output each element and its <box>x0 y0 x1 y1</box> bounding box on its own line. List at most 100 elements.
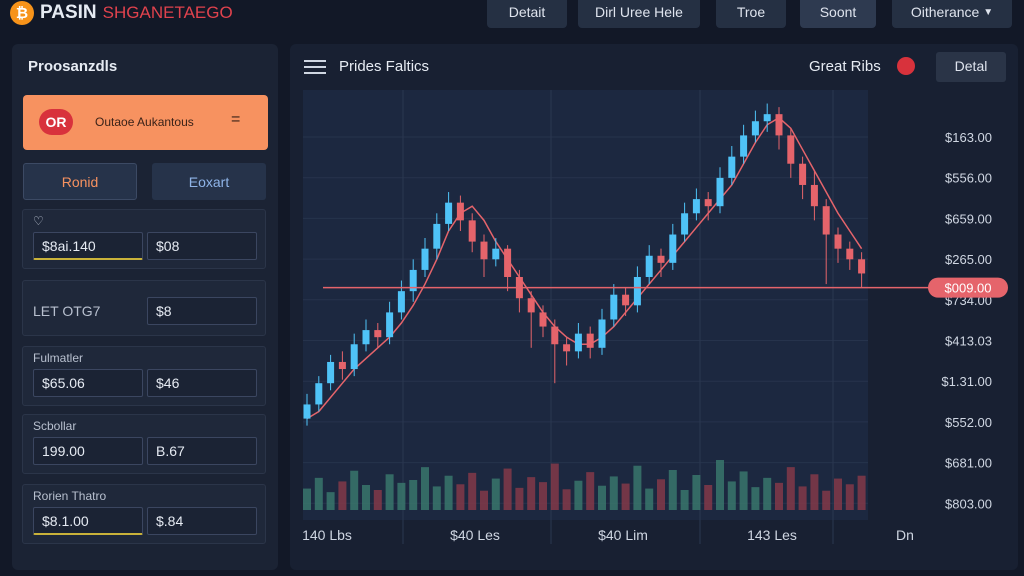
candle-body <box>763 114 771 122</box>
nav-button[interactable]: Soont <box>800 0 876 28</box>
promo-menu[interactable]: = <box>231 111 241 128</box>
candle-body <box>327 361 335 384</box>
candle-body <box>445 202 453 224</box>
y-axis-label: $659.00 <box>945 211 992 226</box>
candle-body <box>669 234 677 263</box>
input-field[interactable]: $65.06 <box>33 369 143 397</box>
plot-area <box>303 90 868 520</box>
candle-body <box>551 326 559 345</box>
section: Scbollar 199.00 B.67 <box>22 414 266 474</box>
volume-bar <box>468 472 477 510</box>
volume-bar <box>668 470 677 510</box>
brand-name: PASIN <box>40 2 97 23</box>
tab[interactable]: Eoxart <box>152 163 266 200</box>
nav-button[interactable]: Detait <box>487 0 567 28</box>
input-field[interactable]: $8.1.00 <box>33 507 143 535</box>
moving-average <box>306 116 863 420</box>
volume-bar <box>680 490 689 510</box>
volume-bar <box>845 484 854 510</box>
y-axis-label: $556.00 <box>945 171 992 186</box>
volume-bar <box>562 489 571 510</box>
brand: ₿ PASIN SHGANETAEGO <box>10 0 233 26</box>
volume-bar <box>574 480 583 510</box>
volume-bar <box>716 460 724 510</box>
candle-body <box>834 234 842 249</box>
candle-body <box>303 404 311 419</box>
volume-bar <box>432 486 441 510</box>
volume-bar <box>586 472 595 510</box>
candle-body <box>622 294 630 306</box>
section-label: LET OTG7 <box>33 303 101 319</box>
detail-button[interactable] <box>936 52 1006 82</box>
volume-bar <box>704 485 713 510</box>
y-axis-label: $1.31.00 <box>941 374 992 389</box>
candle-body <box>740 135 748 157</box>
nav-button[interactable]: Troe <box>716 0 786 28</box>
panel-title: Prides Faltics <box>339 58 429 75</box>
input-field[interactable]: $8ai.140 <box>33 232 143 260</box>
volume-bar <box>491 478 500 510</box>
volume-bar <box>421 467 429 510</box>
candle-body <box>468 220 476 242</box>
volume-bar <box>692 475 701 510</box>
input-field[interactable]: $46 <box>147 369 257 397</box>
volume-bar <box>727 481 736 510</box>
volume-bar <box>657 479 665 510</box>
input-field[interactable]: 199.00 <box>33 437 143 465</box>
candle-body <box>374 330 382 338</box>
y-axis-label: $413.03 <box>945 334 992 349</box>
nav-button[interactable]: Dirl Uree Hele <box>578 0 700 28</box>
candle-body <box>716 177 724 207</box>
volume-bar <box>539 482 547 510</box>
candle-body <box>822 206 830 235</box>
volume-bar <box>598 485 606 510</box>
y-axis-label: $552.00 <box>945 415 992 430</box>
candle-body <box>645 255 653 277</box>
volume-bar <box>397 482 406 510</box>
volume-bar <box>763 477 772 510</box>
sidebar: Proosanzdls OR Outaoe Aukantous = Ronid … <box>12 44 278 570</box>
candle-body <box>397 291 405 313</box>
caret: ▼ <box>983 6 994 18</box>
promo-badge: OR <box>39 109 73 135</box>
candle-body <box>692 199 700 214</box>
candle-body <box>386 312 394 338</box>
candle-body <box>563 344 571 352</box>
candle-body <box>787 135 795 164</box>
y-axis-label: $803.00 <box>945 496 992 511</box>
candle-body <box>846 248 854 260</box>
candle-body <box>728 156 736 178</box>
candle-body <box>751 121 759 136</box>
x-axis-label: $40 Les <box>450 527 500 543</box>
volume-bar <box>385 474 394 510</box>
volume-bar <box>444 475 453 510</box>
volume-bar <box>739 471 748 510</box>
candle-body <box>527 298 535 313</box>
promo-text: Outaoe Aukantous <box>95 115 194 129</box>
input-field[interactable]: $8 <box>147 297 257 325</box>
input-field[interactable]: B.67 <box>147 437 257 465</box>
nav-dropdown[interactable]: Oitherance ▼ <box>892 0 1012 28</box>
input-field[interactable]: $.84 <box>147 507 257 535</box>
menu-icon[interactable] <box>304 60 326 74</box>
candle-body <box>421 248 429 270</box>
detail-label: Detal <box>955 58 988 74</box>
x-axis-label: Dn <box>896 527 914 543</box>
volume-bar <box>362 485 370 510</box>
logo: ₿ <box>10 1 34 25</box>
section-label: Scbollar <box>33 419 77 433</box>
tab-active[interactable]: Ronid <box>23 163 137 200</box>
x-axis-label: 143 Les <box>747 527 797 543</box>
volume-bar <box>645 488 654 510</box>
input-field[interactable]: $08 <box>147 232 257 260</box>
volume-bar <box>834 478 842 510</box>
volume-bar <box>810 474 819 510</box>
volume-bar <box>314 477 323 510</box>
section: Fulmatler $65.06 $46 <box>22 346 266 406</box>
volume-bar <box>326 492 335 510</box>
volume-bar <box>550 463 559 510</box>
volume-bar <box>527 477 536 510</box>
promo-card[interactable]: OR Outaoe Aukantous = <box>23 95 268 150</box>
current-price-tag <box>928 277 1008 298</box>
